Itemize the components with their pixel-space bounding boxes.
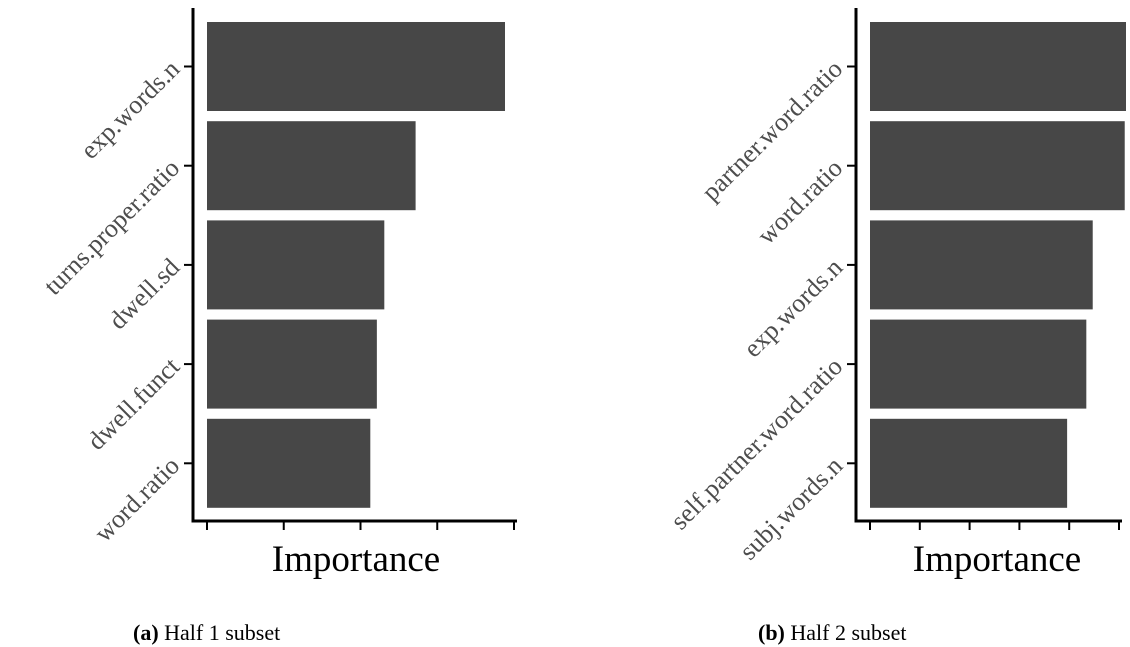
bar-a-3 [207,220,385,310]
bar-a-2 [207,121,416,211]
category-label: exp.words.n [738,253,848,363]
bar-b-2 [870,121,1125,211]
caption-b-text: Half 2 subset [790,620,907,645]
category-label: dwell.funct [82,351,186,455]
category-label: exp.words.n [75,54,185,164]
caption-a: (a) Half 1 subset [133,620,280,646]
bar-b-3 [870,220,1093,310]
bar-b-5 [870,418,1068,508]
bar-a-1 [207,22,505,111]
bar-b-4 [870,319,1087,409]
x-axis-title: Importance [913,539,1081,580]
category-label: dwell.sd [103,253,185,335]
category-label: word.ratio [752,153,849,250]
caption-a-tag: (a) [133,620,159,645]
bar-b-1 [870,22,1126,111]
panel-a-chart: exp.words.nturns.proper.ratiodwell.sddwe… [38,8,517,580]
caption-b: (b) Half 2 subset [758,620,906,646]
category-label: word.ratio [89,451,186,548]
bar-a-4 [207,319,377,409]
bar-a-5 [207,418,371,508]
caption-b-tag: (b) [758,620,785,645]
category-label: self.partner.word.ratio [665,352,848,535]
panel-b-chart: partner.word.ratioword.ratioexp.words.ns… [665,8,1126,580]
caption-a-text: Half 1 subset [164,620,281,645]
x-axis-title: Importance [272,539,440,580]
